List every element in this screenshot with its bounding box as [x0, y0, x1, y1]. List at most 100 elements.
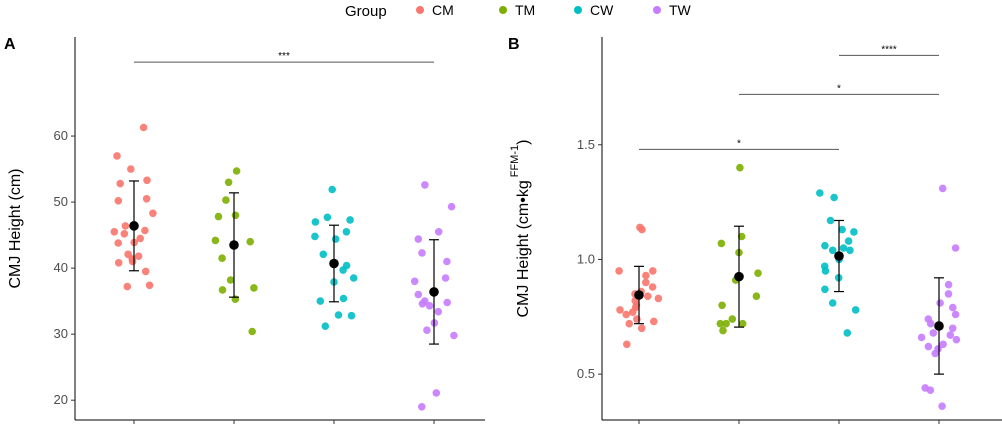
panel-b-point-tm — [736, 163, 744, 172]
panel-b-significance-label: **** — [881, 44, 897, 55]
panel-b-significance-label: * — [737, 138, 741, 149]
legend-swatch-tm — [499, 6, 507, 14]
panel-b-point-cw — [850, 228, 858, 236]
panel-b-point-cw — [826, 216, 835, 225]
panel-b-point-tw — [929, 329, 938, 337]
panel-b-point-tw — [944, 290, 953, 298]
panel-a-point-cm — [128, 257, 137, 266]
panel-a-point-tw — [432, 389, 441, 397]
panel-a-point-tm — [246, 237, 254, 246]
panel-b-mean-cw — [834, 251, 844, 261]
panel-a-y-tick-label: 60 — [54, 128, 68, 143]
panel-a-point-cm — [120, 230, 129, 238]
panel-a-y-tick-label: 20 — [54, 392, 68, 407]
panel-a-point-tw — [414, 290, 423, 299]
panel-b-point-cm — [615, 267, 623, 275]
panel-a-point-cw — [339, 294, 348, 303]
panel-b-point-tm — [719, 326, 727, 335]
panel-b-point-cm — [623, 340, 631, 349]
panel-b-point-cm — [648, 283, 657, 291]
panel-b-point-cm — [616, 306, 624, 314]
panel-a-y-tick-label: 40 — [54, 260, 68, 275]
panel-b-point-tw — [926, 319, 935, 328]
panel-a-point-cw — [342, 228, 351, 236]
panel-b-point-cw — [839, 244, 848, 252]
panel-b-point-tw — [917, 333, 926, 342]
panel-a-point-cm — [114, 239, 122, 247]
panel-b-point-cw — [821, 241, 829, 250]
legend-label-tm: TM — [515, 2, 535, 18]
legend: Group CM TM CW TW — [345, 2, 692, 20]
panel-b-point-tm — [716, 319, 725, 328]
panel-b-point-tm — [717, 239, 726, 248]
legend-swatch-cw — [574, 6, 582, 14]
panel-a-point-tw — [410, 277, 419, 286]
panel-b-point-cw — [816, 189, 824, 197]
panel-a-point-cm — [141, 267, 150, 276]
panel-a-point-cm — [136, 234, 144, 243]
panel-a-point-tw — [423, 326, 431, 335]
panel-a-point-tw — [441, 274, 450, 282]
panel-b-point-cw — [844, 237, 853, 245]
panel-b-point-cm — [644, 292, 652, 301]
panel-a-significance-label: *** — [278, 51, 290, 62]
panel-b-point-tw — [938, 184, 947, 193]
panel-b-point-cw — [830, 193, 838, 202]
panel-a-point-tm — [231, 295, 240, 304]
panel-b-point-tm — [722, 319, 730, 328]
panel-a-point-tw — [418, 300, 427, 308]
panel-b-point-cw — [846, 246, 854, 255]
panel-b-point-cw — [851, 306, 860, 314]
panel-a-point-cm — [139, 123, 148, 132]
panel-b-point-cm — [642, 271, 650, 280]
panel-b-point-cm — [628, 308, 637, 317]
panel-a-point-cw — [328, 185, 337, 194]
panel-b-point-cw — [838, 225, 846, 234]
panel-b-point-cm — [642, 278, 650, 287]
panel-a-point-cw — [334, 311, 343, 319]
panel-a-point-cm — [145, 281, 154, 290]
panel-a-point-cm — [113, 152, 121, 160]
panel-a-point-cm — [121, 222, 130, 230]
panel-a-point-cw — [349, 274, 358, 282]
panel-a-letter: A — [4, 36, 16, 53]
legend-title: Group — [345, 3, 387, 20]
panel-a-point-tm — [232, 167, 241, 175]
panel-b-point-tm — [752, 292, 761, 301]
panel-b-point-tm — [754, 269, 762, 278]
panel-a-point-cm — [110, 228, 119, 236]
panel-a-point-tw — [425, 302, 434, 310]
panel-a-point-tw — [450, 331, 458, 340]
panel-b-point-tm — [738, 319, 747, 328]
panel-a-point-cm — [116, 179, 124, 188]
panel-a-y-axis-label: CMJ Height (cm) — [7, 168, 24, 288]
panel-b-point-tm — [737, 232, 746, 241]
panel-b-point-cm — [650, 317, 658, 326]
panel-b-point-tw — [931, 349, 939, 358]
legend-label-cw: CW — [590, 2, 614, 18]
panel-a-point-tm — [231, 211, 240, 220]
panel-a-mean-cm — [129, 221, 139, 231]
panel-a-point-tm — [214, 212, 223, 221]
panel-b-mean-tw — [934, 321, 944, 331]
panel-b-point-tm — [728, 315, 737, 323]
panel-a-point-tm — [248, 327, 256, 336]
panel-a-point-tm — [224, 178, 233, 187]
panel-b-point-tw — [952, 335, 961, 344]
panel-a-point-cm — [134, 252, 143, 260]
panel-b-point-tw — [924, 342, 933, 351]
panel-b-point-cm — [622, 310, 630, 319]
panel-b-y-tick-label: 0.5 — [577, 366, 595, 381]
panel-a-point-cw — [331, 235, 340, 243]
panel-a-point-cw — [347, 311, 356, 320]
panel-b-point-cw — [821, 267, 830, 275]
panel-a-point-cm — [141, 226, 149, 235]
legend-swatch-tw — [653, 6, 661, 14]
panel-b-point-cm — [625, 319, 633, 328]
panel-b-y-axis-label: CMJ Height (cm•kgFFM-1) — [509, 140, 532, 318]
panel-b-point-tw — [948, 324, 957, 333]
panel-a-point-tw — [447, 202, 456, 211]
legend-label-tw: TW — [669, 2, 692, 18]
panel-b-point-tw — [949, 303, 957, 312]
